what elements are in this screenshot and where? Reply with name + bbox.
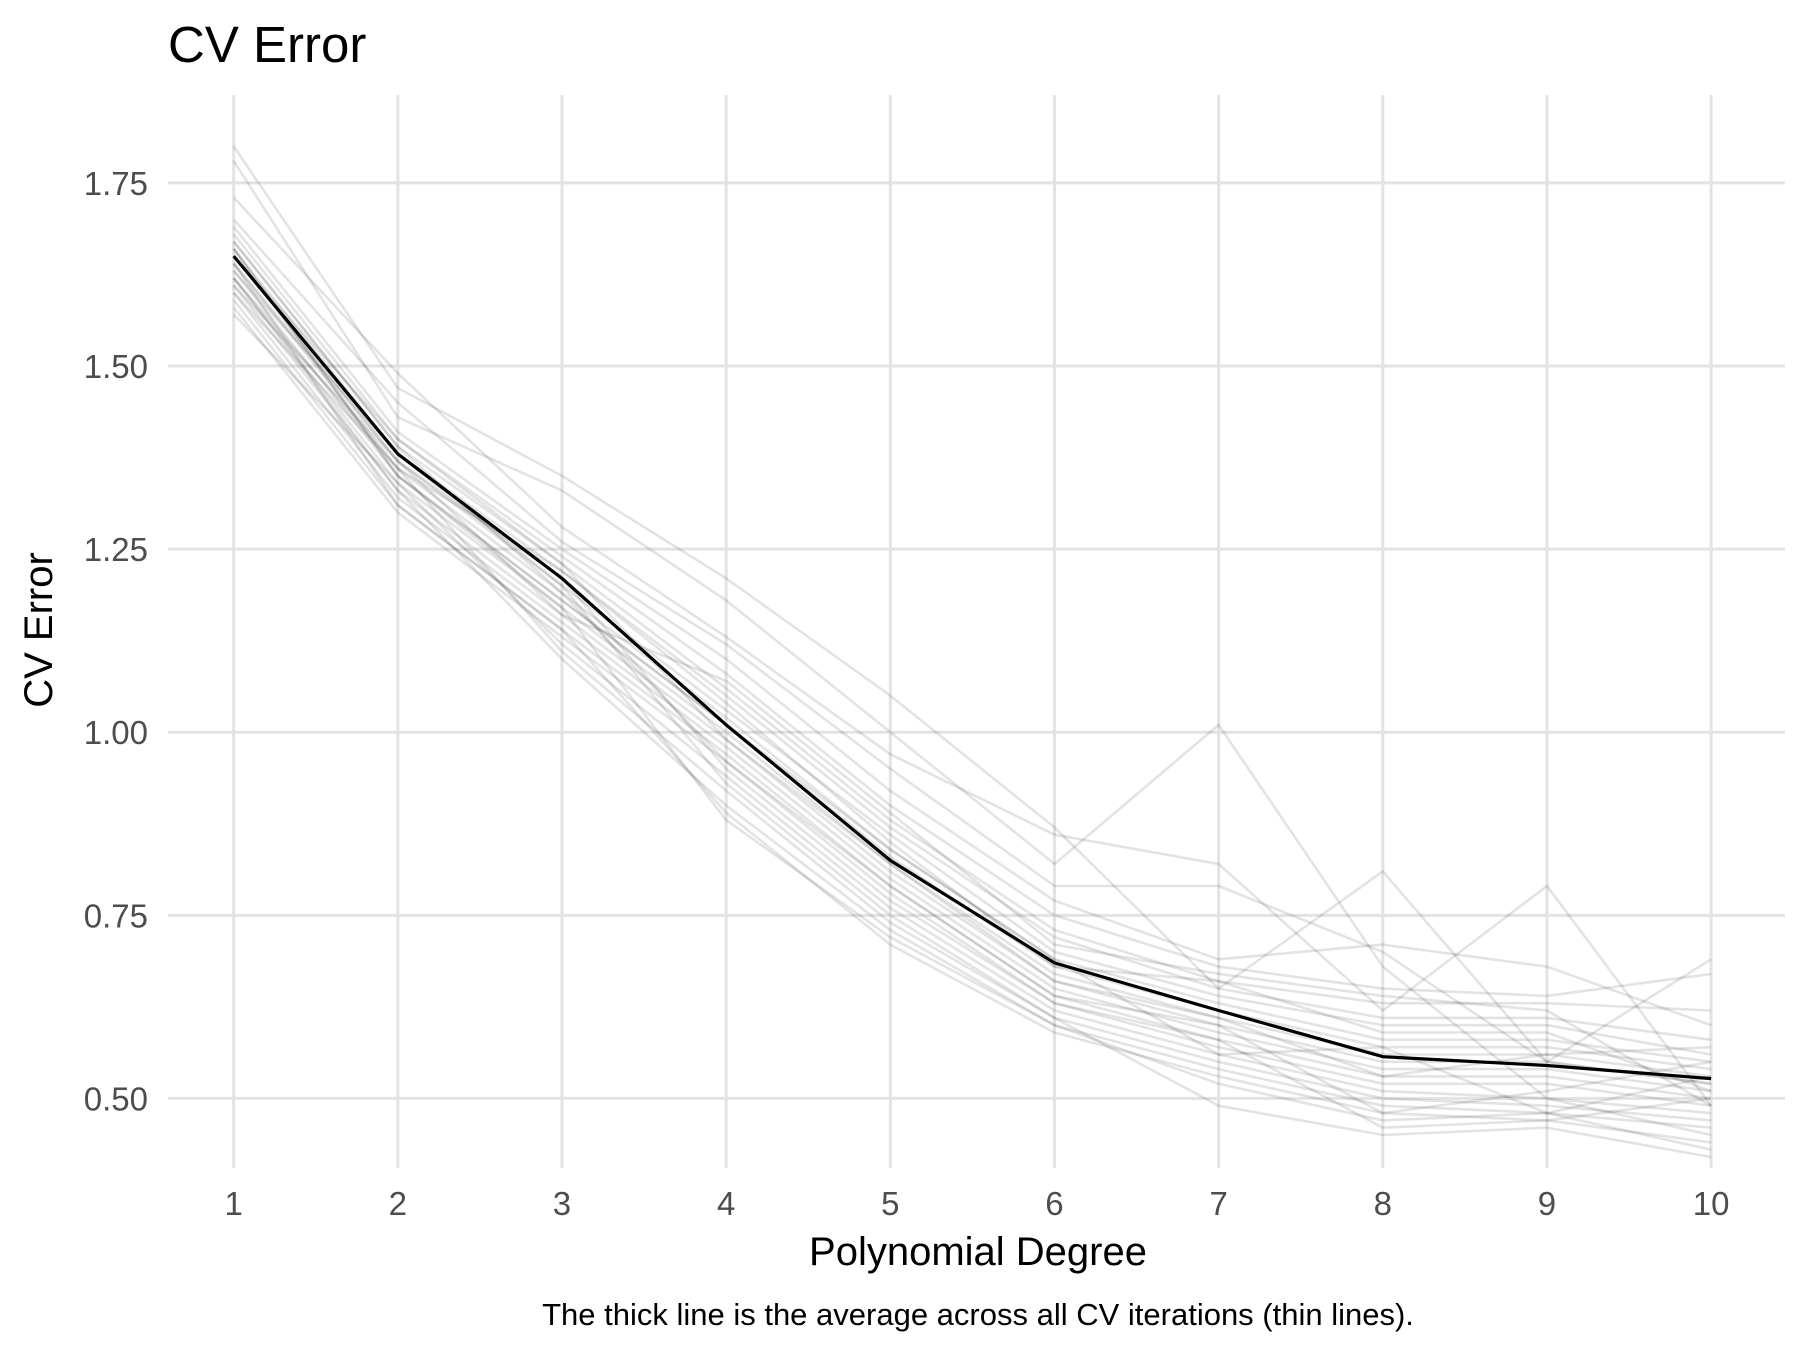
cv-iteration-line-19 [232, 277, 1712, 1129]
cv-iteration-line-6 [232, 233, 1712, 998]
cv-iteration-line-3 [232, 196, 1713, 1107]
cv-iteration-line-10 [232, 262, 1712, 1064]
grid-layer [168, 95, 1785, 1168]
x-tick-label-9: 9 [1538, 1185, 1556, 1222]
x-tick-label-10: 10 [1693, 1185, 1730, 1222]
cv-iteration-line-17 [232, 313, 1712, 1115]
cv-iteration-line-22 [232, 269, 1712, 1159]
y-tick-label-1.00: 1.00 [84, 714, 148, 751]
cv-iteration-line-1 [232, 145, 1712, 1086]
cv-iteration-line-4 [232, 218, 1712, 1064]
y-tick-label-0.50: 0.50 [84, 1080, 148, 1117]
x-tick-label-7: 7 [1209, 1185, 1227, 1222]
y-axis-title: CV Error [17, 552, 61, 708]
chart-title: CV Error [168, 16, 366, 73]
x-tick-label-4: 4 [717, 1185, 735, 1222]
x-axis-title: Polynomial Degree [809, 1230, 1147, 1274]
cv-iteration-line-23 [232, 284, 1712, 1130]
x-tick-label-2: 2 [389, 1185, 407, 1222]
cv-iteration-line-24 [232, 240, 1712, 1115]
y-tick-label-1.50: 1.50 [84, 348, 148, 385]
cv-iteration-line-12 [232, 277, 1712, 1078]
y-tick-label-1.25: 1.25 [84, 531, 148, 568]
cv-iteration-line-21 [232, 248, 1712, 1151]
cv-iteration-line-20 [232, 262, 1712, 1144]
cv-iteration-line-8 [232, 247, 1712, 1042]
cv-iteration-line-25 [232, 255, 1712, 1078]
y-tick-label-1.75: 1.75 [84, 165, 148, 202]
cv-iteration-line-5 [232, 225, 1712, 1027]
cv-iteration-line-28 [232, 248, 1712, 1115]
cv-iteration-line-15 [232, 299, 1712, 1100]
cv-iteration-line-9 [232, 255, 1712, 1056]
cv-iteration-line-16 [232, 306, 1712, 1107]
x-tick-labels: 1 2 3 4 5 6 7 8 9 10 [224, 1185, 1729, 1222]
x-tick-label-6: 6 [1045, 1185, 1063, 1222]
chart-caption: The thick line is the average across all… [542, 1297, 1414, 1332]
x-tick-label-3: 3 [553, 1185, 571, 1222]
cv-iteration-line-2 [232, 160, 1712, 1137]
cv-iteration-line-26 [232, 277, 1712, 1093]
mean-cv-error-line [232, 255, 1712, 1081]
cv-iteration-line-14 [232, 291, 1712, 1093]
y-tick-labels: 0.50 0.75 1.00 1.25 1.50 1.75 [84, 165, 148, 1118]
mean-line-layer [232, 255, 1712, 1081]
y-tick-label-0.75: 0.75 [84, 897, 148, 934]
cv-iteration-line-7 [232, 240, 1712, 1012]
x-tick-label-1: 1 [224, 1185, 242, 1222]
cv-iteration-line-18 [232, 291, 1712, 1122]
x-tick-label-8: 8 [1374, 1185, 1392, 1222]
x-tick-label-5: 5 [881, 1185, 899, 1222]
cv-iteration-line-27 [232, 262, 1712, 1107]
